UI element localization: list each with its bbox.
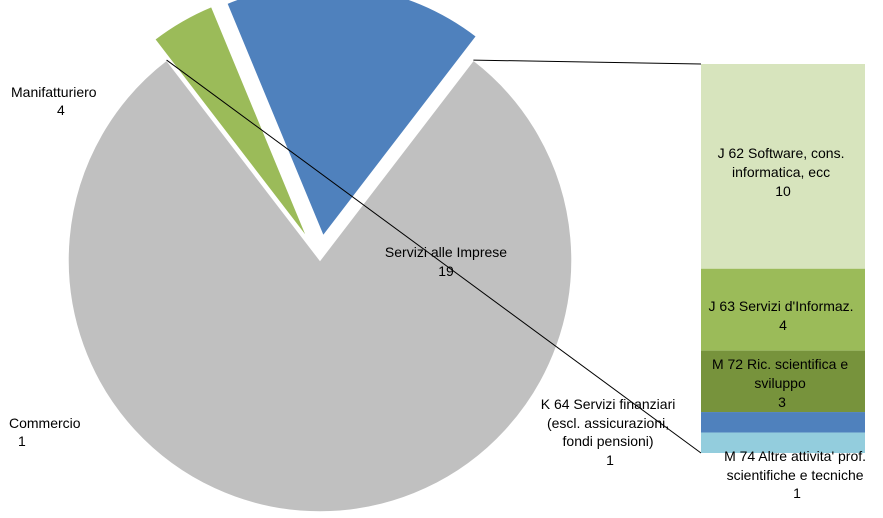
pie-slice-commercio (153, 5, 309, 240)
label-j62: J 62 Software, cons. informatica, ecc 10 (718, 145, 849, 199)
label-commercio-name: Commercio (9, 415, 81, 431)
label-m72: M 72 Ric. scientifica e sviluppo 3 (712, 356, 852, 410)
breakdown-bar (701, 64, 865, 453)
label-servizi-value: 19 (438, 263, 454, 279)
label-j63: J 63 Servizi d'Informaz. 4 (709, 298, 858, 333)
bar-segment-m-74-altre-attivita-prof (701, 432, 865, 453)
bar-segment-j-63-servizi-d-informaz (701, 268, 865, 351)
label-manifatturiero-value: 4 (57, 102, 65, 118)
connector-bottom (166, 59, 702, 454)
label-k64: K 64 Servizi finanziari (escl. assicuraz… (541, 396, 680, 468)
pie-slice-servizi-alle-imprese (67, 59, 573, 513)
label-servizi-name: Servizi alle Imprese (385, 244, 507, 260)
bar-segment-k-64-servizi-finanziari- (701, 412, 865, 433)
connector-lines (166, 59, 702, 454)
label-manifatturiero-name: Manifatturiero (11, 84, 97, 100)
label-commercio-value: 1 (18, 433, 26, 449)
label-m74: M 74 Altre attivita' prof. scientifiche … (724, 448, 870, 501)
data-labels: Servizi alle Imprese 19 Manifatturiero 4… (9, 84, 870, 501)
bar-segment-j-62-software-cons-infor (701, 64, 865, 269)
connector-top (473, 59, 702, 65)
pie-slice-manifatturiero (225, 0, 478, 238)
pie (67, 0, 573, 513)
bar-segment-m-72-ric-scientifica-e-s (701, 350, 865, 413)
